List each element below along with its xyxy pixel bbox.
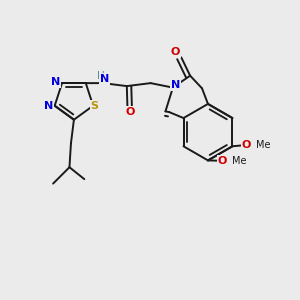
Text: O: O (218, 156, 227, 166)
Text: O: O (242, 140, 251, 150)
Text: Me: Me (256, 140, 271, 150)
Text: N: N (51, 76, 60, 87)
Text: N: N (44, 101, 53, 111)
Text: O: O (171, 47, 180, 57)
Text: N: N (171, 80, 180, 90)
Text: N: N (100, 74, 110, 84)
Text: H: H (97, 71, 104, 81)
Text: S: S (91, 101, 99, 111)
Text: Me: Me (232, 156, 246, 166)
Text: O: O (126, 107, 135, 117)
